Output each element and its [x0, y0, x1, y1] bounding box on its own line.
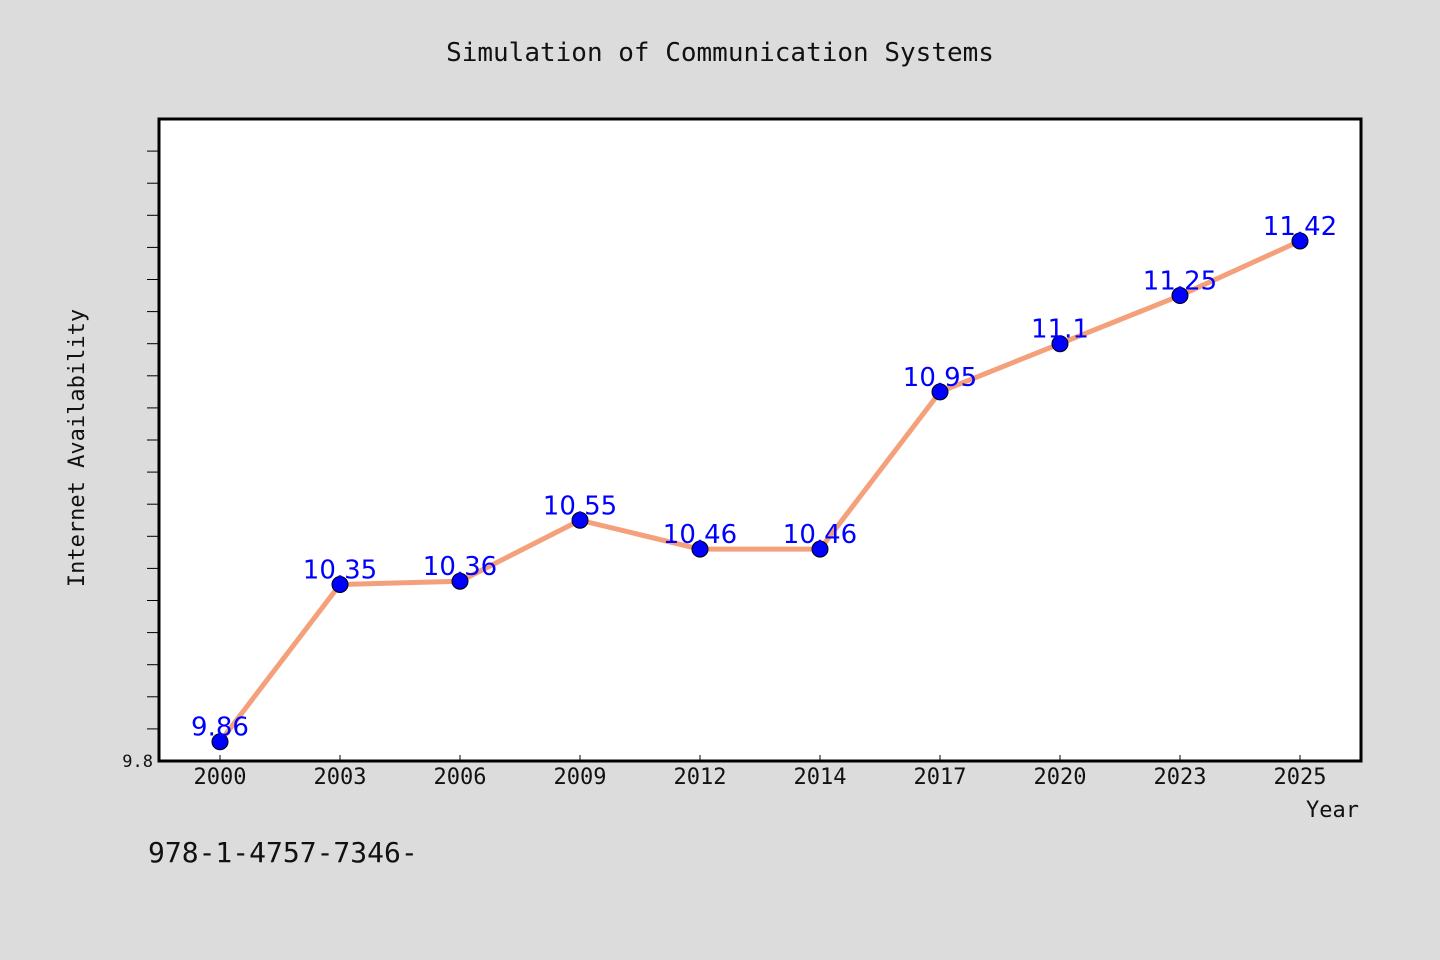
x-tick-label: 2014 [794, 765, 847, 790]
data-label: 10.46 [663, 520, 737, 550]
data-label: 10.95 [903, 363, 977, 393]
footnote-text: 978-1-4757-7346- [148, 836, 418, 869]
data-label: 11.25 [1143, 267, 1217, 297]
y-axis-ticks [147, 150, 159, 730]
x-tick-label: 2003 [314, 765, 367, 790]
x-tick-label: 2023 [1154, 765, 1207, 790]
x-tick-label: 2017 [914, 765, 967, 790]
data-point [1171, 287, 1189, 305]
data-point [571, 511, 589, 529]
data-point [1051, 335, 1069, 353]
data-point [211, 733, 229, 751]
series-line [217, 238, 1303, 745]
x-tick-label: 2000 [194, 765, 247, 790]
x-axis-tick-labels: 2000 2003 2006 2009 2012 2014 2017 2020 2023 2025 [194, 765, 1327, 790]
plot-area [157, 117, 1363, 763]
data-point [811, 540, 829, 558]
x-tick-label: 2009 [554, 765, 607, 790]
x-axis-label: Year [1306, 798, 1359, 823]
x-tick-label: 2020 [1034, 765, 1087, 790]
data-point [1291, 232, 1309, 250]
data-point [451, 572, 469, 590]
x-tick-label: 2025 [1274, 765, 1327, 790]
series-lines [217, 238, 1303, 745]
data-label: 10.55 [543, 491, 617, 521]
data-label: 9.86 [191, 713, 249, 743]
x-axis-ticks [219, 755, 1301, 761]
data-labels: 9.86 10.35 10.36 10.55 10.46 10.46 10.95 11.1 11… [191, 212, 1337, 743]
chart-title: Simulation of Communication Systems [446, 38, 994, 68]
x-tick-label: 2006 [434, 765, 487, 790]
data-label: 11.42 [1263, 212, 1337, 242]
data-point [931, 383, 949, 401]
data-label: 10.35 [303, 555, 377, 585]
data-point [331, 575, 349, 593]
y-axis-tick-labels: 9.8 [122, 752, 153, 772]
y-axis-label: Internet Availability [65, 309, 90, 587]
y-tick-label: 9.8 [122, 752, 153, 772]
data-label: 10.46 [783, 520, 857, 550]
data-label: 10.36 [423, 552, 497, 582]
data-point [691, 540, 709, 558]
series-markers [211, 232, 1309, 751]
x-tick-label: 2012 [674, 765, 727, 790]
data-label: 11.1 [1031, 315, 1089, 345]
